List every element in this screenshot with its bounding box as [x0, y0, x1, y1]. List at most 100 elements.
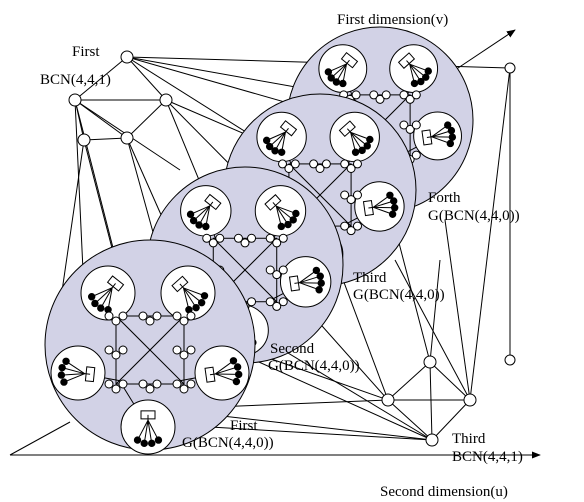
bottom-bcn-label-line1: Third [452, 431, 486, 447]
leaf-link [137, 420, 149, 441]
server-node [358, 146, 366, 155]
server-node [133, 436, 142, 444]
server-node [148, 439, 156, 448]
bcn-edge [126, 99, 167, 139]
server-node [234, 370, 243, 379]
leaf-link [65, 360, 85, 375]
axis-u-label: Second dimension(u) [380, 484, 508, 500]
server-node [195, 221, 203, 229]
link-node [272, 301, 282, 311]
link-node [381, 90, 391, 100]
subnetwork-circle [120, 399, 176, 455]
link-node [186, 379, 196, 389]
g-third-label-line1: Third [353, 270, 387, 286]
server-node [448, 133, 457, 141]
top-bcn-label-line2: BCN(4,4,1) [40, 72, 111, 88]
g-second-label-line2: G(BCN(4,4,0)) [268, 358, 360, 374]
switch-link [346, 59, 350, 65]
server-node [417, 77, 425, 86]
link-node [172, 345, 182, 355]
server-node [262, 136, 271, 145]
link-edge [429, 259, 441, 363]
link-node [411, 120, 421, 130]
server-node [97, 304, 105, 312]
link-node [111, 350, 121, 360]
server-node [265, 142, 274, 151]
link-node [145, 316, 155, 326]
server-node [200, 292, 209, 300]
switch-link [294, 282, 300, 284]
switch-link [406, 60, 411, 65]
leaf-link [183, 287, 197, 308]
bcn-edge [387, 399, 433, 441]
server-node [315, 286, 323, 294]
link-node [118, 379, 128, 389]
link-node [352, 221, 362, 231]
link-node [405, 124, 415, 134]
switch-link [285, 127, 289, 133]
link-node [375, 94, 385, 104]
leaf-link [94, 287, 113, 304]
leaf-link [147, 420, 153, 444]
bcn-node [120, 50, 134, 64]
switch-link [111, 283, 116, 289]
server-node [60, 378, 68, 386]
bcn-edge [429, 361, 433, 441]
server-node [316, 272, 324, 280]
link-node [179, 350, 189, 360]
link-edge [259, 354, 389, 401]
server-node [140, 439, 148, 448]
link-node [340, 190, 350, 200]
switch-link [209, 373, 216, 376]
link-node [411, 150, 421, 160]
link-node [315, 163, 325, 173]
link-node [369, 90, 379, 100]
link-node [152, 311, 162, 321]
bcn-edge [74, 99, 128, 139]
top-bcn-label-line1: First [72, 44, 100, 60]
switch-link [368, 206, 374, 209]
link-edge [469, 67, 511, 401]
link-node [104, 311, 114, 321]
bcn-edge [74, 56, 128, 101]
server-node [444, 121, 452, 129]
link-edge [74, 99, 121, 276]
link-node [272, 238, 282, 248]
server-node [277, 222, 286, 231]
leaf-link [147, 420, 159, 441]
server-node [192, 303, 200, 312]
link-node [278, 233, 288, 243]
link-node [247, 233, 257, 243]
server-node [390, 197, 398, 205]
server-node [332, 78, 341, 86]
link-node [340, 221, 350, 231]
server-node [189, 216, 198, 225]
bcn-node [463, 393, 477, 407]
link-node [215, 233, 225, 243]
leaf-link [100, 287, 113, 309]
server-node [58, 363, 66, 372]
link-node [172, 379, 182, 389]
leaf-link [91, 287, 113, 298]
bcn-node [77, 133, 91, 147]
server-node [446, 139, 455, 148]
server-node [229, 357, 238, 365]
bcn-node [425, 433, 439, 447]
link-node [265, 233, 275, 243]
server-node [339, 79, 347, 88]
leaf-link [183, 287, 190, 310]
leaf-link [215, 360, 234, 375]
link-node [186, 311, 196, 321]
leaf-link [215, 366, 238, 375]
axis-v-arrow [454, 29, 516, 71]
link-node [240, 238, 250, 248]
bcn-edge [387, 361, 431, 401]
server-node [424, 67, 432, 75]
switch-link [346, 128, 352, 133]
link-node [186, 345, 196, 355]
link-node [145, 384, 155, 394]
server-node [289, 216, 297, 224]
link-node [202, 233, 212, 243]
server-node [277, 148, 286, 156]
link-node [346, 195, 356, 205]
